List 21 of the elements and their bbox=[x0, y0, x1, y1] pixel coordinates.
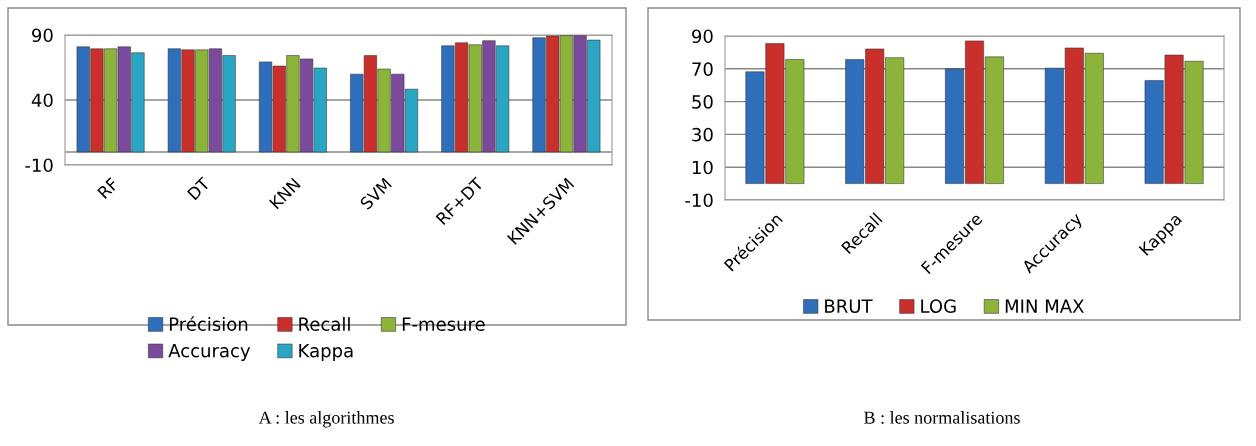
legend-label: Recall bbox=[299, 316, 350, 331]
legend-label: Kappa bbox=[299, 344, 353, 361]
legend-label: Précision bbox=[169, 316, 248, 331]
legend-label: BRUT bbox=[825, 299, 873, 313]
y-tick-label: -10 bbox=[685, 193, 713, 208]
y-tick-label: 50 bbox=[692, 95, 713, 109]
legend-label: LOG bbox=[921, 299, 956, 313]
y-tick-label: 70 bbox=[692, 62, 713, 76]
legend-label: F-mesure bbox=[402, 317, 485, 331]
y-tick-label: 90 bbox=[32, 28, 53, 43]
text: A : les algorithmes bbox=[258, 411, 394, 428]
y-tick-label: -10 bbox=[25, 158, 53, 173]
x-tick-label: RF bbox=[97, 177, 119, 199]
y-tick-label: 40 bbox=[31, 93, 53, 108]
y-tick-label: 30 bbox=[692, 127, 713, 142]
legend-label: Accuracy bbox=[168, 344, 251, 361]
y-tick-label: 90 bbox=[692, 29, 713, 44]
legend-label: MIN MAX bbox=[1005, 299, 1084, 313]
y-tick-label: 10 bbox=[692, 160, 713, 175]
text: B : les normalisations bbox=[864, 411, 1020, 424]
x-tick-label: DT bbox=[187, 176, 211, 201]
